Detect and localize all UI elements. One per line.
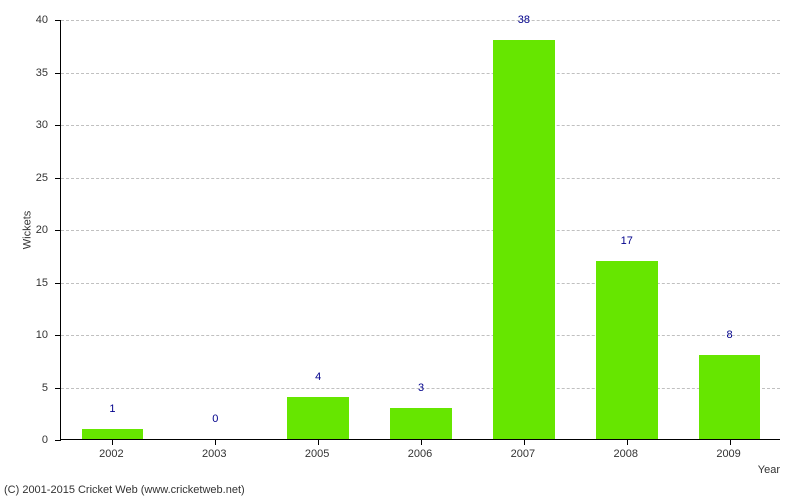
xtick-mark	[524, 439, 525, 445]
bar	[596, 261, 658, 440]
bar	[699, 355, 761, 439]
bar	[493, 40, 555, 439]
ytick-label: 0	[0, 434, 48, 446]
bar-value-label: 3	[418, 382, 424, 394]
ytick-mark	[55, 388, 61, 389]
xtick-label: 2007	[511, 448, 535, 460]
bar-value-label: 0	[212, 413, 218, 425]
xtick-mark	[627, 439, 628, 445]
ytick-label: 35	[0, 67, 48, 79]
ytick-mark	[55, 20, 61, 21]
ytick-label: 5	[0, 382, 48, 394]
ytick-label: 15	[0, 277, 48, 289]
bar	[82, 429, 144, 440]
xtick-mark	[318, 439, 319, 445]
xtick-mark	[421, 439, 422, 445]
ytick-mark	[55, 125, 61, 126]
bar-value-label: 17	[621, 235, 633, 247]
ytick-label: 40	[0, 14, 48, 26]
bar	[390, 408, 452, 440]
xtick-label: 2005	[305, 448, 329, 460]
gridline	[61, 73, 780, 74]
ytick-label: 20	[0, 224, 48, 236]
chart-container: 104338178 Wickets Year (C) 2001-2015 Cri…	[0, 0, 800, 500]
ytick-label: 10	[0, 329, 48, 341]
xtick-mark	[730, 439, 731, 445]
bar	[287, 397, 349, 439]
ytick-mark	[55, 335, 61, 336]
bar-value-label: 4	[315, 371, 321, 383]
gridline	[61, 283, 780, 284]
xtick-mark	[112, 439, 113, 445]
ytick-label: 30	[0, 119, 48, 131]
x-axis-title: Year	[758, 464, 780, 476]
xtick-label: 2006	[408, 448, 432, 460]
bar-value-label: 38	[518, 14, 530, 26]
ytick-mark	[55, 440, 61, 441]
ytick-mark	[55, 178, 61, 179]
xtick-mark	[215, 439, 216, 445]
ytick-mark	[55, 283, 61, 284]
ytick-mark	[55, 73, 61, 74]
plot-area: 104338178	[60, 20, 780, 440]
gridline	[61, 125, 780, 126]
xtick-label: 2003	[202, 448, 226, 460]
bar-value-label: 8	[727, 329, 733, 341]
ytick-label: 25	[0, 172, 48, 184]
gridline	[61, 230, 780, 231]
xtick-label: 2009	[716, 448, 740, 460]
gridline	[61, 335, 780, 336]
xtick-label: 2008	[613, 448, 637, 460]
ytick-mark	[55, 230, 61, 231]
xtick-label: 2002	[99, 448, 123, 460]
gridline	[61, 20, 780, 21]
bar-value-label: 1	[109, 403, 115, 415]
copyright-text: (C) 2001-2015 Cricket Web (www.cricketwe…	[4, 484, 245, 496]
gridline	[61, 178, 780, 179]
